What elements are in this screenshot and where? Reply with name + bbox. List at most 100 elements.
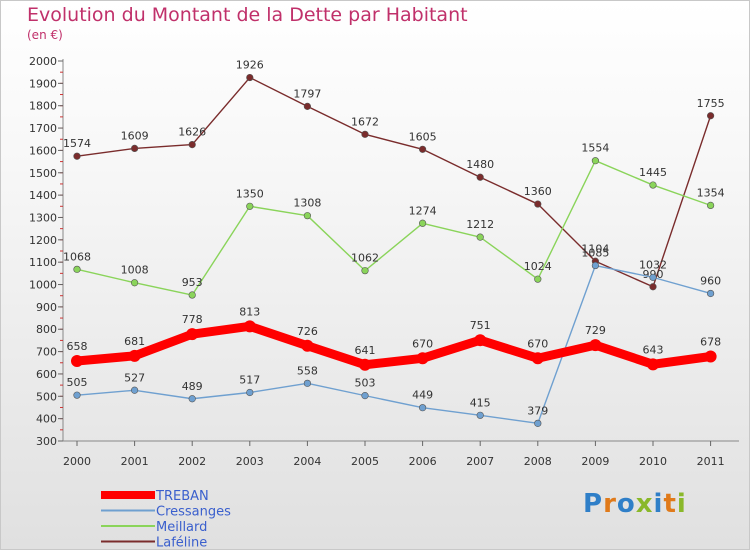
data-label: 751 [470, 319, 491, 332]
data-label: 778 [182, 313, 203, 326]
x-tick-label: 2006 [409, 455, 437, 468]
data-label: 1104 [581, 242, 609, 255]
data-point [188, 291, 196, 299]
brand-letter: i [653, 489, 664, 519]
data-point [419, 219, 427, 227]
data-point [303, 379, 312, 387]
data-point [73, 152, 81, 160]
data-label: 489 [182, 380, 203, 393]
data-point [186, 328, 199, 341]
data-label: 1755 [697, 97, 725, 110]
data-label: 1068 [63, 250, 91, 263]
data-label: 1008 [121, 264, 149, 277]
brand-letter: o [616, 489, 636, 519]
data-label: 558 [297, 364, 318, 377]
series-line [76, 76, 712, 288]
data-label: 1480 [466, 158, 494, 171]
data-label: 505 [67, 376, 88, 389]
data-point [476, 233, 484, 241]
data-label: 1605 [409, 130, 437, 143]
data-label: 641 [355, 344, 376, 357]
data-label: 1212 [466, 218, 494, 231]
data-point [73, 265, 81, 273]
data-point [188, 395, 196, 403]
data-point [303, 212, 312, 220]
chart-unit-label: (en €) [27, 28, 63, 42]
data-point [706, 112, 715, 120]
data-point [246, 202, 254, 210]
data-label: 960 [700, 274, 721, 287]
data-label: 670 [412, 337, 433, 350]
y-tick-label: 500 [36, 390, 57, 403]
data-label: 726 [297, 325, 318, 338]
data-label: 1554 [581, 142, 609, 155]
y-tick-label: 1200 [29, 234, 57, 247]
data-label: 503 [355, 377, 376, 390]
data-label: 1085 [581, 247, 609, 260]
data-label: 678 [700, 336, 721, 349]
x-tick-label: 2011 [697, 455, 725, 468]
x-tick-label: 2001 [121, 455, 149, 468]
data-label: 1350 [236, 187, 264, 200]
data-point [301, 339, 314, 352]
data-label: 379 [527, 404, 548, 417]
data-label: 415 [470, 396, 491, 409]
data-label: 1672 [351, 115, 379, 128]
data-point [706, 201, 715, 209]
data-label: 1308 [293, 197, 321, 210]
data-point [131, 386, 139, 394]
data-point [73, 391, 81, 399]
y-tick-label: 700 [36, 346, 57, 359]
data-label: 517 [239, 373, 260, 386]
data-label: 813 [239, 305, 260, 318]
data-label: 1609 [121, 129, 149, 142]
data-point [361, 130, 369, 138]
brand-letter: P [583, 489, 604, 519]
x-tick-label: 2005 [351, 455, 379, 468]
data-point [361, 392, 369, 400]
y-tick-label: 400 [36, 413, 57, 426]
data-label: 1445 [639, 166, 667, 179]
x-tick-label: 2004 [293, 455, 321, 468]
data-point [589, 339, 602, 352]
data-point [246, 388, 254, 397]
data-point [419, 145, 427, 153]
data-point [188, 141, 196, 149]
data-label: 643 [643, 343, 664, 356]
x-tick-label: 2002 [178, 455, 206, 468]
data-point [476, 411, 484, 419]
data-point [416, 352, 429, 365]
data-label: 681 [124, 335, 145, 348]
data-point [704, 350, 717, 363]
data-point [303, 102, 312, 110]
data-point [71, 354, 83, 367]
x-tick-label: 2000 [63, 455, 91, 468]
brand-letter: t [663, 489, 677, 519]
data-point [706, 289, 715, 298]
data-label: 1354 [697, 186, 725, 199]
y-tick-label: 1000 [29, 279, 57, 292]
data-point [361, 267, 369, 275]
legend-label: Cressanges [156, 505, 231, 520]
data-point [649, 283, 657, 291]
data-label: 1926 [236, 59, 264, 72]
data-point [243, 320, 256, 333]
data-point [591, 261, 600, 270]
data-label: 658 [67, 340, 88, 353]
data-label: 527 [124, 371, 145, 384]
x-tick-label: 2009 [581, 455, 609, 468]
brand-logo: Proxiti [583, 489, 687, 519]
data-point [649, 181, 657, 189]
data-point [476, 173, 484, 181]
series-line [76, 159, 712, 296]
x-tick-label: 2010 [639, 455, 667, 468]
legend-label: TREBAN [155, 489, 209, 504]
data-label: 1274 [409, 204, 437, 217]
data-point [591, 157, 600, 165]
y-tick-label: 1500 [29, 167, 57, 180]
data-label: 1574 [63, 137, 91, 150]
brand-letter: r [603, 489, 617, 519]
data-label: 670 [527, 337, 548, 350]
